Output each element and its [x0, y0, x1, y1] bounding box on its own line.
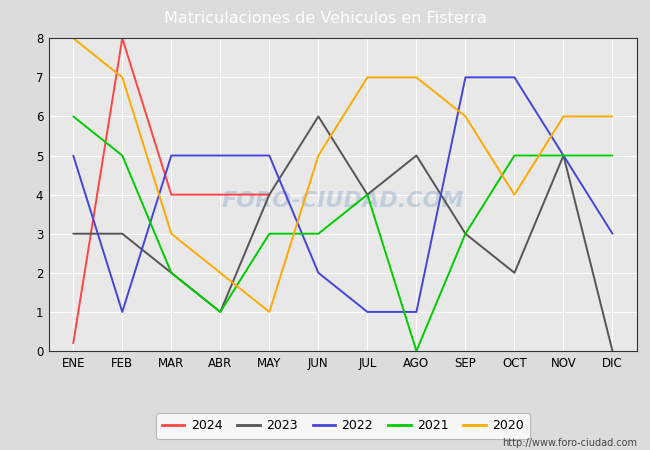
Legend: 2024, 2023, 2022, 2021, 2020: 2024, 2023, 2022, 2021, 2020 [155, 413, 530, 439]
Text: http://www.foro-ciudad.com: http://www.foro-ciudad.com [502, 438, 637, 448]
Text: Matriculaciones de Vehiculos en Fisterra: Matriculaciones de Vehiculos en Fisterra [164, 11, 486, 26]
Text: FORO-CIUDAD.COM: FORO-CIUDAD.COM [222, 191, 464, 211]
